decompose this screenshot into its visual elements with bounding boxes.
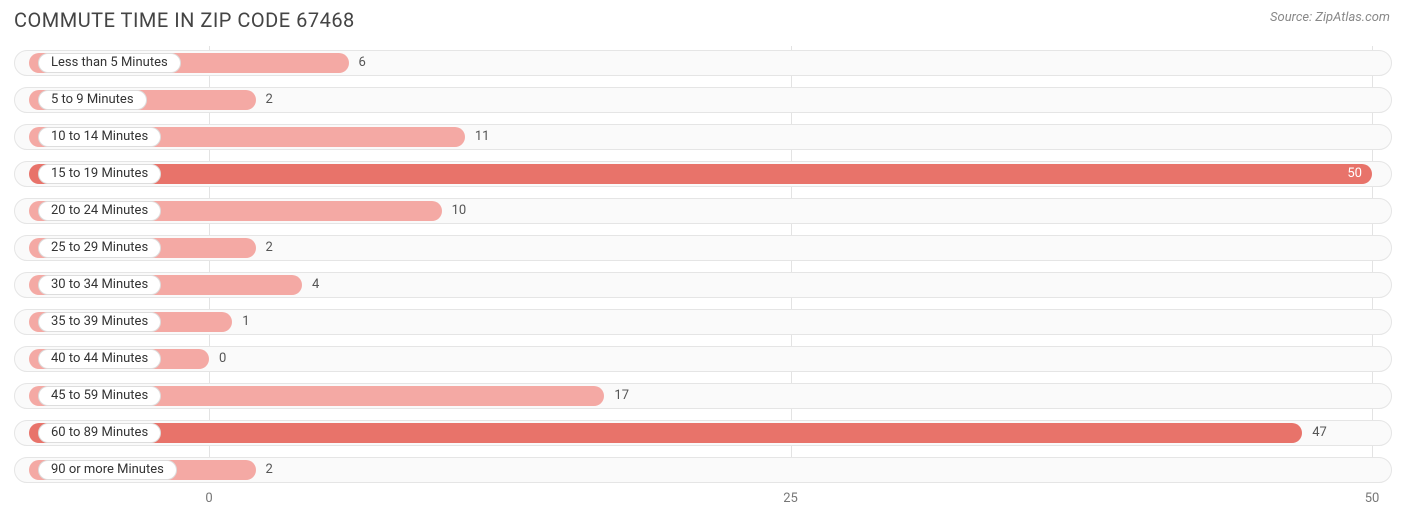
category-label: 45 to 59 Minutes <box>38 386 161 406</box>
value-label: 2 <box>266 238 273 258</box>
value-label: 1 <box>242 312 249 332</box>
category-label: 20 to 24 Minutes <box>38 201 161 221</box>
category-label: 60 to 89 Minutes <box>38 423 161 443</box>
bar-row: 5 to 9 Minutes 2 <box>14 83 1392 117</box>
x-tick: 50 <box>1365 491 1380 506</box>
x-tick: 25 <box>783 491 798 506</box>
category-label: 25 to 29 Minutes <box>38 238 161 258</box>
category-label: 35 to 39 Minutes <box>38 312 161 332</box>
value-label: 11 <box>475 127 490 147</box>
bar-row: 25 to 29 Minutes 2 <box>14 231 1392 265</box>
bar-row: 15 to 19 Minutes 50 <box>14 157 1392 191</box>
category-label: 40 to 44 Minutes <box>38 349 161 369</box>
category-label: Less than 5 Minutes <box>38 53 181 73</box>
bar-row: 40 to 44 Minutes 0 <box>14 342 1392 376</box>
commute-time-bar-chart: Less than 5 Minutes 6 5 to 9 Minutes 2 10 to… <box>14 46 1392 483</box>
bar-row: 90 or more Minutes 2 <box>14 453 1392 487</box>
category-label: 10 to 14 Minutes <box>38 127 161 147</box>
value-label: 2 <box>266 460 273 480</box>
value-label: 10 <box>452 201 467 221</box>
bar <box>29 423 1302 443</box>
value-label: 4 <box>312 275 319 295</box>
value-label: 2 <box>266 90 273 110</box>
bar-row: Less than 5 Minutes 6 <box>14 46 1392 80</box>
bar-row: 20 to 24 Minutes 10 <box>14 194 1392 228</box>
source-attribution: Source: ZipAtlas.com <box>1270 10 1390 25</box>
value-label: 50 <box>1347 164 1362 184</box>
value-label: 0 <box>219 349 226 369</box>
x-tick: 0 <box>205 491 212 506</box>
category-label: 30 to 34 Minutes <box>38 275 161 295</box>
bar-row: 10 to 14 Minutes 11 <box>14 120 1392 154</box>
value-label: 6 <box>359 53 366 73</box>
value-label: 47 <box>1312 423 1327 443</box>
bar-row: 45 to 59 Minutes 17 <box>14 379 1392 413</box>
category-label: 90 or more Minutes <box>38 460 177 480</box>
bar-row: 30 to 34 Minutes 4 <box>14 268 1392 302</box>
bar-row: 60 to 89 Minutes 47 <box>14 416 1392 450</box>
chart-title: COMMUTE TIME IN ZIP CODE 67468 <box>14 8 355 32</box>
value-label: 17 <box>614 386 629 406</box>
x-axis: 0 25 50 <box>14 491 1392 511</box>
bar <box>29 164 1372 184</box>
category-label: 5 to 9 Minutes <box>38 90 147 110</box>
bar-row: 35 to 39 Minutes 1 <box>14 305 1392 339</box>
category-label: 15 to 19 Minutes <box>38 164 161 184</box>
